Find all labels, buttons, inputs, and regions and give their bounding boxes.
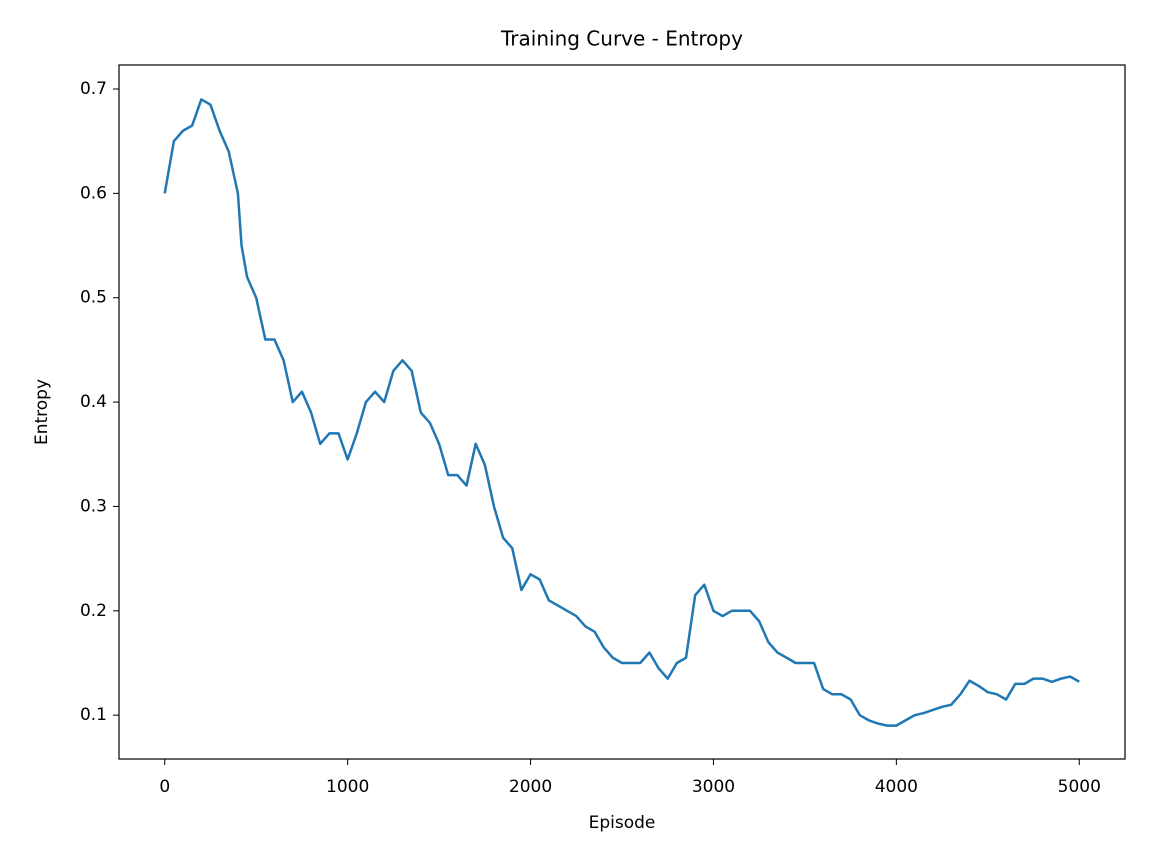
data-line (163, 98, 1080, 727)
x-tick-label: 3000 (692, 777, 735, 797)
y-tick-label: 0.7 (80, 79, 107, 99)
x-axis-label: Episode (589, 813, 656, 833)
x-tick-label: 0 (159, 777, 170, 797)
x-tick-label: 1000 (326, 777, 369, 797)
y-axis-label: Entropy (32, 379, 52, 445)
y-tick-label: 0.5 (80, 288, 107, 308)
x-tick-label: 4000 (875, 777, 918, 797)
x-tick-label: 5000 (1058, 777, 1101, 797)
x-tick-label: 2000 (509, 777, 552, 797)
y-tick-label: 0.1 (80, 705, 107, 725)
y-tick-label: 0.3 (80, 496, 107, 516)
y-tick-label: 0.4 (80, 392, 107, 412)
y-tick-label: 0.2 (80, 601, 107, 621)
y-tick-label: 0.6 (80, 183, 107, 203)
plot-frame (118, 64, 1126, 760)
chart-title: Training Curve - Entropy (500, 27, 743, 51)
